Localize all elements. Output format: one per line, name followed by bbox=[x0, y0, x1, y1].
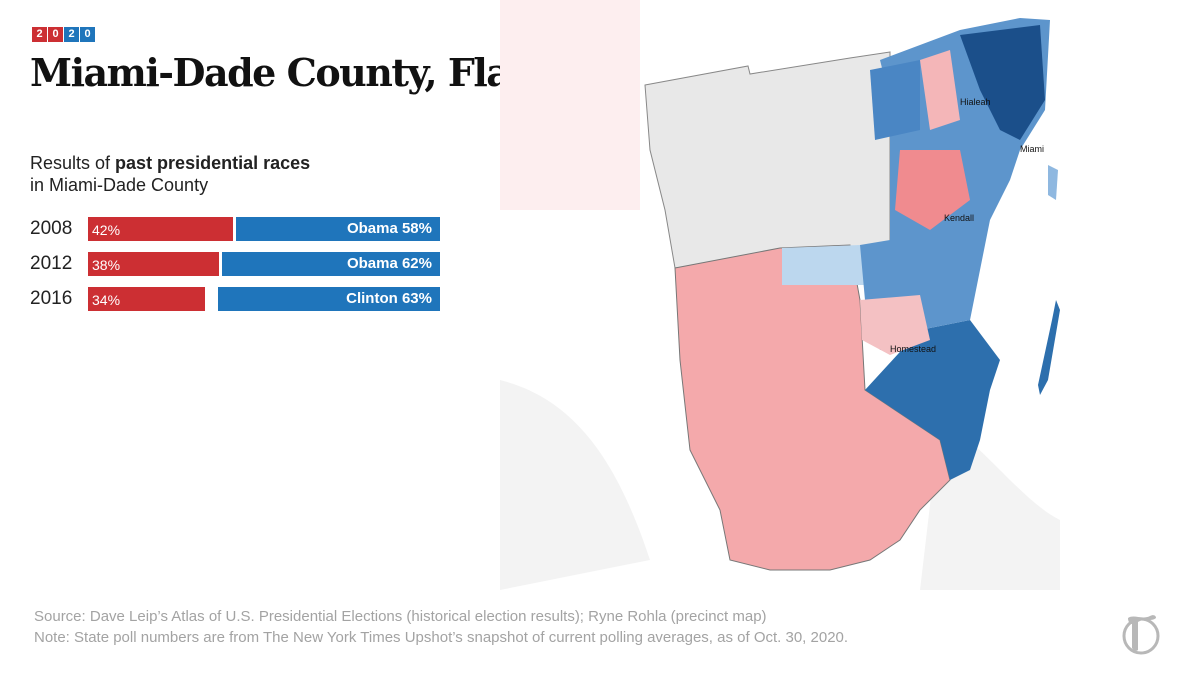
race-row-2008: 2008 42% Obama 58% bbox=[30, 217, 440, 241]
footer-notes: Source: Dave Leip’s Atlas of U.S. Presid… bbox=[34, 606, 848, 648]
mixed-area bbox=[860, 295, 930, 355]
race-year: 2016 bbox=[30, 288, 73, 309]
nyt-t-logo-icon bbox=[1122, 615, 1160, 655]
race-row-2012: 2012 38% Obama 62% bbox=[30, 252, 440, 276]
source-note: Source: Dave Leip’s Atlas of U.S. Presid… bbox=[34, 608, 767, 625]
gray-region bbox=[644, 51, 891, 269]
rep-bar: 34% bbox=[88, 287, 205, 311]
urban-core-dark bbox=[960, 25, 1045, 140]
results-subtitle: Results of past presidential races in Mi… bbox=[30, 152, 410, 196]
city-label-homestead: Homestead bbox=[890, 344, 936, 354]
key-biscayne bbox=[1048, 165, 1058, 200]
north-mixed-block bbox=[920, 50, 960, 130]
subtitle-bold: past presidential races bbox=[115, 153, 311, 173]
race-year: 2012 bbox=[30, 253, 73, 274]
badge-digit-1: 2 bbox=[32, 27, 47, 42]
keys bbox=[1038, 300, 1060, 395]
badge-digit-3: 2 bbox=[64, 27, 79, 42]
northwest-dem-block bbox=[870, 60, 920, 140]
page-title: Miami-Dade County, Fla. bbox=[30, 50, 523, 95]
subtitle-prefix: Results of bbox=[30, 153, 116, 173]
city-label-miami: Miami bbox=[1020, 144, 1044, 154]
badge-digit-4: 0 bbox=[80, 27, 95, 42]
rep-bar: 42% bbox=[88, 217, 233, 241]
city-label-kendall: Kendall bbox=[944, 213, 974, 223]
south-dem-region bbox=[865, 320, 1000, 480]
race-year: 2008 bbox=[30, 218, 73, 239]
dem-bar: Obama 58% bbox=[235, 217, 440, 241]
subtitle-line2: in Miami-Dade County bbox=[30, 175, 209, 195]
poll-note: Note: State poll numbers are from The Ne… bbox=[34, 629, 849, 646]
light-dem-strip bbox=[782, 245, 868, 285]
election-2020-badge: 2 0 2 0 bbox=[32, 27, 95, 42]
dem-bar: Obama 62% bbox=[221, 252, 440, 276]
precinct-map: Hialeah Miami Kendall Homestead bbox=[500, 0, 1060, 590]
neighbor-county-shade bbox=[500, 0, 640, 210]
city-label-hialeah: Hialeah bbox=[960, 97, 991, 107]
dem-bar: Clinton 63% bbox=[218, 287, 440, 311]
race-row-2016: 2016 34% Clinton 63% bbox=[30, 287, 440, 311]
west-suburb-rep bbox=[895, 150, 970, 230]
land-shade bbox=[500, 380, 650, 590]
rep-bar: 38% bbox=[88, 252, 219, 276]
badge-digit-2: 0 bbox=[48, 27, 63, 42]
